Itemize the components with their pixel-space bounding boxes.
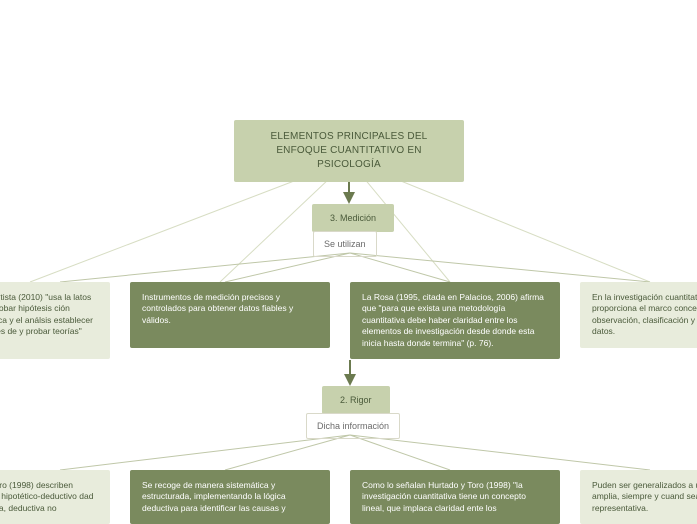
leaf-text: z y Baptista (2010) "usa la latos para p… xyxy=(0,292,93,348)
section-label: 3. Medición xyxy=(330,213,376,223)
leaf-text: En la investigación cuantitati proporcio… xyxy=(592,292,697,336)
leaf-text: do y Toro (1998) describen ncluye: hipot… xyxy=(0,480,93,513)
leaf-hurtado-describen: do y Toro (1998) describen ncluye: hipot… xyxy=(0,470,110,524)
concept-map: ELEMENTOS PRINCIPALES DEL ENFOQUE CUANTI… xyxy=(0,0,697,520)
leaf-larosa: La Rosa (1995, citada en Palacios, 2006)… xyxy=(350,282,560,359)
leaf-sistematica: Se recoge de manera sistemática y estruc… xyxy=(130,470,330,524)
root-label: ELEMENTOS PRINCIPALES DEL ENFOQUE CUANTI… xyxy=(271,131,428,170)
leaf-text: La Rosa (1995, citada en Palacios, 2006)… xyxy=(362,292,544,348)
leaf-instrumentos: Instrumentos de medición precisos y cont… xyxy=(130,282,330,348)
connector-se-utilizan: Se utilizan xyxy=(313,231,377,257)
connector-label: Dicha información xyxy=(317,421,389,431)
leaf-text: Puden ser generalizados a un más amplia,… xyxy=(592,480,697,513)
leaf-marco-conceptual: En la investigación cuantitati proporcio… xyxy=(580,282,697,348)
leaf-hurtado-lineal: Como lo señalan Hurtado y Toro (1998) "l… xyxy=(350,470,560,524)
leaf-text: Se recoge de manera sistemática y estruc… xyxy=(142,480,286,513)
leaf-baptista: z y Baptista (2010) "usa la latos para p… xyxy=(0,282,110,359)
section-2-rigor: 2. Rigor xyxy=(322,386,390,414)
section-3-medicion: 3. Medición xyxy=(312,204,394,232)
leaf-generalizados: Puden ser generalizados a un más amplia,… xyxy=(580,470,697,524)
root-node: ELEMENTOS PRINCIPALES DEL ENFOQUE CUANTI… xyxy=(234,120,464,182)
section-label: 2. Rigor xyxy=(340,395,372,405)
connector-dicha-informacion: Dicha información xyxy=(306,413,400,439)
leaf-text: Como lo señalan Hurtado y Toro (1998) "l… xyxy=(362,480,526,513)
connector-lines xyxy=(0,0,697,520)
connector-label: Se utilizan xyxy=(324,239,366,249)
leaf-text: Instrumentos de medición precisos y cont… xyxy=(142,292,293,325)
